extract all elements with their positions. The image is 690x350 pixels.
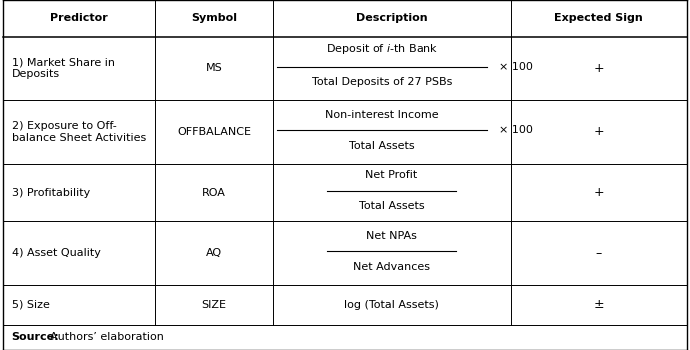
- Text: +: +: [593, 186, 604, 199]
- Text: ROA: ROA: [202, 188, 226, 197]
- Text: × 100: × 100: [500, 62, 533, 72]
- Text: +: +: [593, 125, 604, 139]
- Text: Total Assets: Total Assets: [349, 141, 415, 151]
- Text: Net NPAs: Net NPAs: [366, 231, 417, 241]
- Text: 2) Exposure to Off-
balance Sheet Activities: 2) Exposure to Off- balance Sheet Activi…: [12, 121, 146, 143]
- Text: +: +: [593, 62, 604, 75]
- Text: Non-interest Income: Non-interest Income: [325, 110, 439, 120]
- Text: log (Total Assets): log (Total Assets): [344, 300, 439, 310]
- Text: 1) Market Share in
Deposits: 1) Market Share in Deposits: [12, 58, 115, 79]
- Text: Net Advances: Net Advances: [353, 262, 430, 272]
- Text: Deposit of $i$-th Bank: Deposit of $i$-th Bank: [326, 42, 438, 56]
- Text: AQ: AQ: [206, 248, 222, 258]
- Text: ±: ±: [593, 298, 604, 311]
- Text: MS: MS: [206, 63, 222, 74]
- Text: –: –: [595, 247, 602, 260]
- Text: × 100: × 100: [500, 125, 533, 135]
- Text: OFFBALANCE: OFFBALANCE: [177, 127, 251, 137]
- Text: Total Assets: Total Assets: [359, 201, 424, 211]
- Text: 5) Size: 5) Size: [12, 300, 50, 310]
- Text: Net Profit: Net Profit: [366, 170, 417, 180]
- Text: Total Deposits of 27 PSBs: Total Deposits of 27 PSBs: [312, 77, 452, 87]
- Text: Authors’ elaboration: Authors’ elaboration: [50, 332, 164, 342]
- Text: 3) Profitability: 3) Profitability: [12, 188, 90, 197]
- Text: Predictor: Predictor: [50, 13, 108, 23]
- Text: 4) Asset Quality: 4) Asset Quality: [12, 248, 101, 258]
- Text: Expected Sign: Expected Sign: [554, 13, 643, 23]
- Text: Symbol: Symbol: [191, 13, 237, 23]
- Text: Description: Description: [356, 13, 427, 23]
- Text: SIZE: SIZE: [201, 300, 226, 310]
- Text: Source:: Source:: [12, 332, 59, 342]
